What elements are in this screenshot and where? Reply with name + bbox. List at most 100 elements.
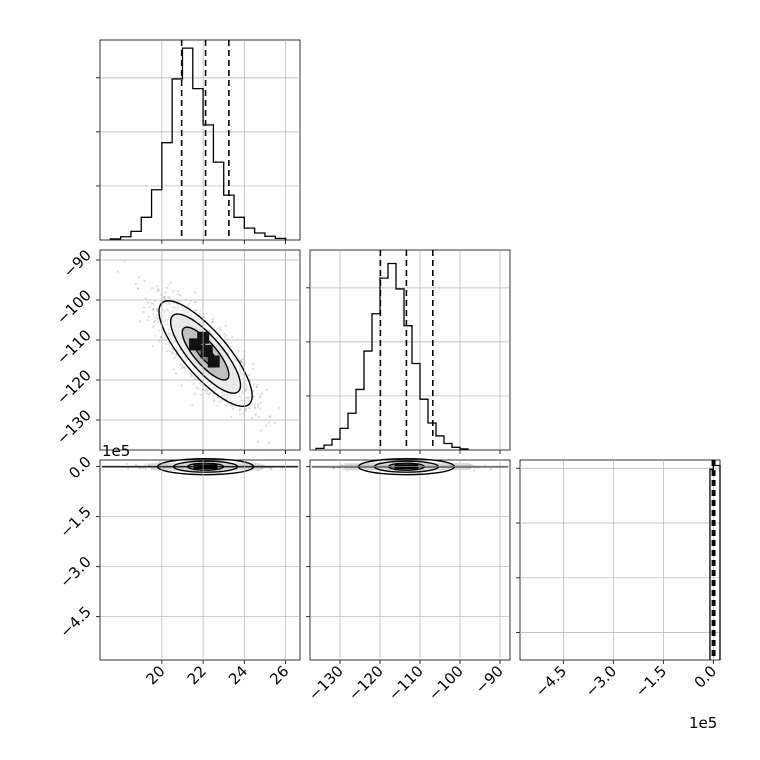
joint-1-2-scatter-point — [143, 306, 146, 309]
joint-1-2-scatter-point — [222, 394, 225, 397]
joint-1-2-ytick-label: −120 — [53, 366, 95, 408]
joint-1-2-scatter-point — [240, 399, 243, 403]
joint-1-2-scatter-point — [199, 314, 202, 317]
joint-1-2-scatter-point — [255, 385, 259, 388]
joint-1-2-scatter-point — [207, 328, 210, 331]
joint-1-2-scatter-point — [142, 310, 145, 314]
joint-1-2-scatter-point — [162, 295, 165, 299]
joint-1-2-scatter-point — [197, 387, 200, 390]
joint-1-2-scatter-point — [239, 367, 242, 370]
joint-1-2-scatter-point — [238, 395, 241, 398]
joint-1-2-scatter-point — [223, 393, 226, 396]
joint-1-3-scatter-point — [127, 467, 130, 470]
panel-hist-2 — [309, 249, 511, 451]
joint-1-2-scatter-point — [229, 404, 232, 407]
joint-1-2-scatter-point — [241, 390, 244, 393]
joint-1-2-scatter-point — [228, 396, 231, 399]
joint-1-3-scatter-point — [261, 467, 264, 470]
joint-1-2-scatter-point — [138, 276, 141, 279]
joint-1-2-scatter-point — [254, 412, 257, 416]
joint-1-2-scatter-point — [174, 372, 178, 375]
joint-1-2-scatter-point — [171, 347, 174, 351]
joint-1-2-scatter-point — [179, 293, 182, 297]
joint-1-2-scatter-point — [152, 302, 155, 306]
joint-1-2-scatter-point — [265, 388, 268, 391]
hist-3-xtick-label: −3.0 — [582, 662, 620, 700]
joint-1-2-scatter-point — [209, 391, 212, 395]
joint-1-2-scatter-point — [235, 396, 239, 399]
joint-1-2-scatter-point — [238, 365, 241, 368]
joint-1-3-scatter-point — [260, 464, 263, 467]
hist-2-xtick-label: −90 — [472, 662, 507, 697]
joint-1-2-scatter-point — [259, 429, 263, 432]
joint-1-2-scatter-point — [165, 342, 168, 346]
joint-1-2-scatter-point — [165, 350, 168, 353]
chart-marks: −130−120−110−100 −90 −4.5 −3.0 −1.5 0.0−130−1… — [53, 40, 721, 704]
joint-1-2-scatter-point — [169, 334, 172, 337]
joint-1-2-scatter-point — [152, 313, 155, 316]
joint-1-2-scatter-point — [253, 383, 256, 386]
joint-1-2-scatter-point — [207, 393, 211, 396]
joint-1-2-scatter-point — [173, 356, 176, 360]
joint-1-2-scatter-point — [239, 413, 242, 416]
joint-1-2-scatter-point — [224, 324, 227, 327]
joint-1-2-scatter-point — [170, 335, 174, 338]
joint-1-2-scatter-point — [147, 315, 150, 318]
joint-1-2-scatter-point — [176, 348, 179, 351]
joint-1-2-scatter-point — [203, 315, 206, 318]
joint-1-2-scatter-point — [158, 339, 161, 343]
joint-1-2-scatter-point — [175, 353, 178, 356]
joint-1-2-scatter-point — [236, 400, 239, 403]
joint-1-2-scatter-point — [226, 393, 229, 397]
hist-3-xtick-label: −4.5 — [532, 662, 570, 700]
joint-1-2-scatter-point — [241, 357, 244, 361]
joint-1-2-scatter-point — [162, 309, 165, 312]
joint-1-2-scatter-point — [183, 366, 186, 369]
joint-1-2-scatter-point — [238, 408, 242, 411]
panel-hist-3-frame — [519, 459, 721, 661]
joint-1-2-scatter-point — [234, 402, 238, 405]
joint-1-3-xtick-label: 26 — [266, 662, 292, 688]
joint-1-2-scatter-point — [177, 349, 180, 352]
joint-1-2-scatter-point — [156, 317, 159, 320]
joint-1-2-scatter-point — [259, 407, 262, 410]
joint-1-2-scatter-point — [225, 398, 228, 401]
joint-1-2-scatter-point — [171, 306, 174, 309]
joint-1-2-scatter-point — [183, 311, 186, 314]
joint-1-2-scatter-point — [251, 363, 254, 366]
joint-1-2-scatter-point — [166, 318, 169, 321]
joint-1-2-scatter-point — [172, 305, 176, 308]
joint-1-2-scatter-point — [169, 310, 173, 313]
joint-1-2-scatter-point — [167, 312, 171, 315]
joint-1-2-scatter-point — [259, 394, 262, 398]
joint-1-2-scatter-point — [164, 309, 167, 313]
joint-1-2-scatter-point — [152, 308, 155, 311]
joint-1-3-ytick-label: −1.5 — [56, 503, 94, 541]
joint-1-2-scatter-point — [252, 395, 255, 398]
joint-1-2-scatter-point — [143, 280, 146, 283]
panel-hist-1 — [99, 39, 301, 241]
joint-1-2-scatter-point — [267, 441, 271, 444]
joint-1-2-scatter-point — [241, 381, 244, 384]
joint-1-3-scatter-point — [147, 463, 151, 466]
joint-1-2-scatter-point — [244, 389, 247, 393]
joint-1-2-scatter-point — [238, 409, 241, 412]
joint-1-2-scatter-point — [152, 308, 155, 311]
joint-1-2-scatter-point — [167, 334, 170, 338]
hist-3-xtick-label: 0.0 — [691, 662, 721, 692]
joint-1-2-scatter-point — [168, 350, 171, 353]
joint-1-2-scatter-point — [214, 389, 217, 392]
joint-1-2-scatter-point — [212, 387, 215, 390]
panel-hist-3 — [519, 459, 721, 661]
joint-1-2-scatter-point — [247, 374, 250, 377]
panel-joint-1-2 — [99, 249, 301, 451]
joint-1-2-scatter-point — [231, 353, 234, 356]
joint-1-2-scatter-point — [167, 328, 170, 331]
joint-1-2-scatter-point — [182, 308, 185, 312]
joint-1-2-scatter-point — [247, 398, 250, 401]
joint-1-2-scatter-point — [157, 288, 160, 291]
joint-1-2-scatter-point — [189, 372, 192, 375]
joint-1-2-ytick-label: −130 — [53, 406, 95, 448]
joint-1-2-scatter-point — [237, 403, 241, 406]
